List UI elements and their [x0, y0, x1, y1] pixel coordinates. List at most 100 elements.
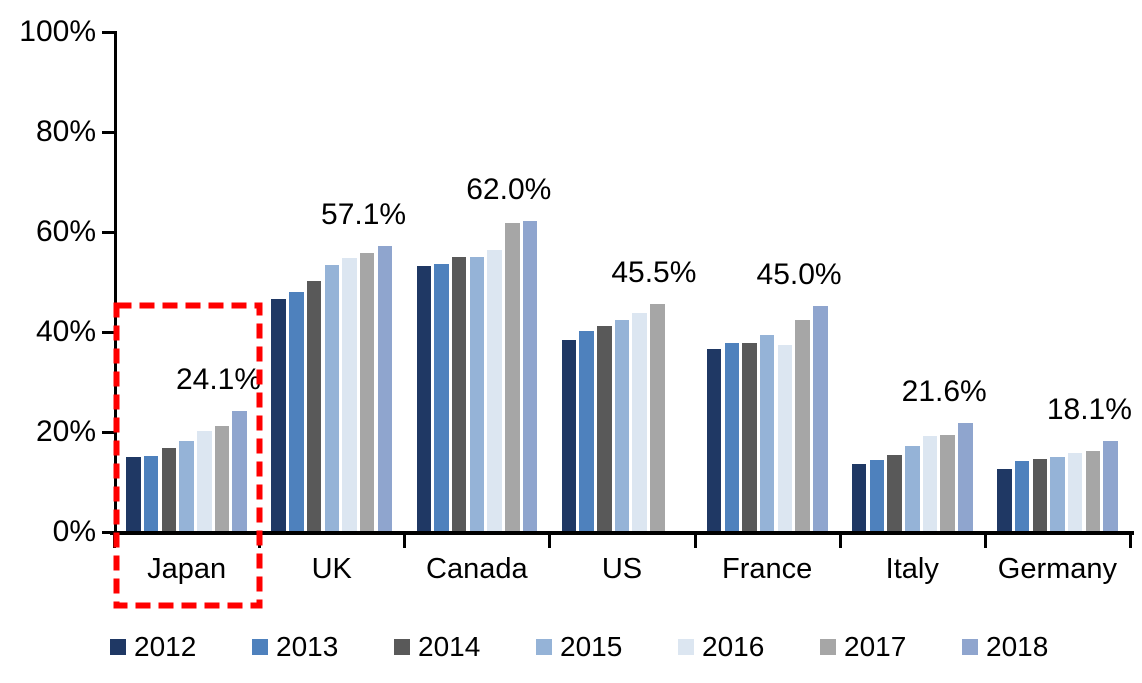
bar-2016-france [777, 345, 793, 531]
x-axis-tick [838, 531, 842, 548]
bar-2018-france [813, 306, 828, 531]
category-label-uk: UK [311, 553, 352, 585]
bar-2013-us [579, 330, 594, 531]
data-label-germany: 18.1% [1046, 392, 1132, 426]
bar-2015-canada [469, 257, 485, 531]
bar-2012-canada [416, 266, 431, 531]
x-axis-tick [1129, 531, 1132, 548]
category-label-us: US [601, 553, 643, 585]
bar-2012-us [561, 339, 577, 531]
y-axis-tick-label: 60% [35, 215, 96, 248]
bar-2014-us [597, 326, 612, 531]
bar-2012-france [706, 348, 722, 531]
bar-2016-japan [197, 430, 212, 531]
x-axis-tick [693, 531, 697, 548]
bar-2013-france [724, 343, 739, 531]
x-axis-tick [403, 531, 407, 548]
bar-2017-uk [359, 252, 375, 531]
bar-2016-germany [1067, 453, 1083, 531]
legend-label-2014: 2014 [418, 631, 481, 662]
y-axis-tick-label: 0% [52, 515, 96, 548]
bar-2016-us [632, 312, 647, 531]
y-axis-tick [102, 231, 115, 234]
bar-2014-canada [451, 257, 467, 531]
bar-2015-italy [905, 446, 920, 531]
bar-2018-canada [522, 221, 538, 531]
bar-2014-italy [887, 454, 902, 531]
bar-2016-italy [922, 435, 938, 531]
bar-2013-canada [434, 264, 449, 531]
bar-2014-uk [306, 281, 322, 531]
legend-item-2012: 2012 [110, 631, 220, 665]
category-label-france: France [722, 553, 813, 585]
data-label-france: 45.0% [756, 258, 842, 291]
highlight-box [113, 302, 263, 609]
data-label-uk: 57.1% [321, 197, 407, 231]
y-axis-tick-label: 80% [35, 115, 96, 148]
category-label-italy: Italy [885, 553, 939, 585]
bar-2018-japan [232, 410, 247, 531]
y-axis-tick-label: 100% [19, 15, 96, 48]
x-axis-tick [983, 531, 987, 548]
chart-legend: 2012 2013 2014 2015 2016 2017 2018 [0, 631, 1142, 671]
bar-2015-france [759, 335, 775, 531]
category-label-germany: Germany [997, 553, 1118, 585]
bar-2017-germany [1085, 450, 1101, 531]
y-axis-tick [102, 131, 115, 134]
y-axis-tick [102, 531, 115, 534]
bar-2015-germany [1050, 456, 1065, 531]
data-label-canada: 62.0% [466, 173, 552, 206]
legend-label-2013: 2013 [276, 631, 339, 662]
bar-2017-italy [940, 434, 955, 531]
legend-swatch-2017 [820, 639, 836, 655]
legend-item-2015: 2015 [536, 631, 646, 665]
bar-2013-uk [289, 291, 304, 531]
y-axis-line [114, 31, 117, 535]
bar-2018-uk [377, 245, 393, 531]
bar-2012-germany [997, 468, 1012, 531]
highlight-rect [113, 302, 263, 609]
y-axis-tick [102, 431, 115, 434]
legend-swatch-2018 [962, 639, 978, 655]
bar-2018-italy [958, 423, 973, 531]
legend-item-2018: 2018 [962, 631, 1072, 665]
bar-2014-france [742, 343, 757, 531]
y-axis-tick-label: 40% [35, 315, 96, 348]
x-axis-tick [548, 531, 552, 548]
legend-label-2018: 2018 [986, 631, 1049, 662]
legend-label-2012: 2012 [134, 631, 197, 662]
x-axis-line [110, 531, 1134, 535]
bar-2016-uk [342, 257, 357, 531]
legend-label-2016: 2016 [702, 631, 765, 662]
bar-2013-italy [869, 460, 885, 531]
legend-swatch-2012 [110, 639, 126, 655]
legend-label-2017: 2017 [844, 631, 907, 662]
legend-item-2016: 2016 [678, 631, 788, 665]
bar-2013-germany [1014, 460, 1030, 531]
bar-2015-uk [324, 264, 339, 531]
data-label-us: 45.5% [611, 255, 697, 289]
bar-2016-canada [487, 250, 502, 531]
data-label-italy: 21.6% [901, 375, 987, 408]
legend-item-2014: 2014 [394, 631, 504, 665]
legend-label-2015: 2015 [560, 631, 623, 662]
bar-2013-japan [143, 455, 159, 531]
legend-swatch-2015 [536, 639, 552, 655]
legend-swatch-2014 [394, 639, 410, 655]
bar-2012-uk [271, 299, 286, 531]
data-label-japan: 24.1% [175, 362, 262, 396]
category-label-canada: Canada [426, 553, 528, 585]
bar-2012-japan [126, 456, 141, 531]
legend-item-2013: 2013 [252, 631, 362, 665]
bar-2017-canada [505, 223, 520, 531]
legend-swatch-2013 [252, 639, 268, 655]
legend-item-2017: 2017 [820, 631, 930, 665]
y-axis-tick [102, 331, 115, 334]
bar-2015-japan [179, 440, 194, 531]
bar-2017-france [795, 320, 810, 531]
category-label-japan: Japan [147, 553, 227, 585]
bar-2012-italy [851, 464, 867, 531]
bar-2017-japan [214, 425, 230, 531]
